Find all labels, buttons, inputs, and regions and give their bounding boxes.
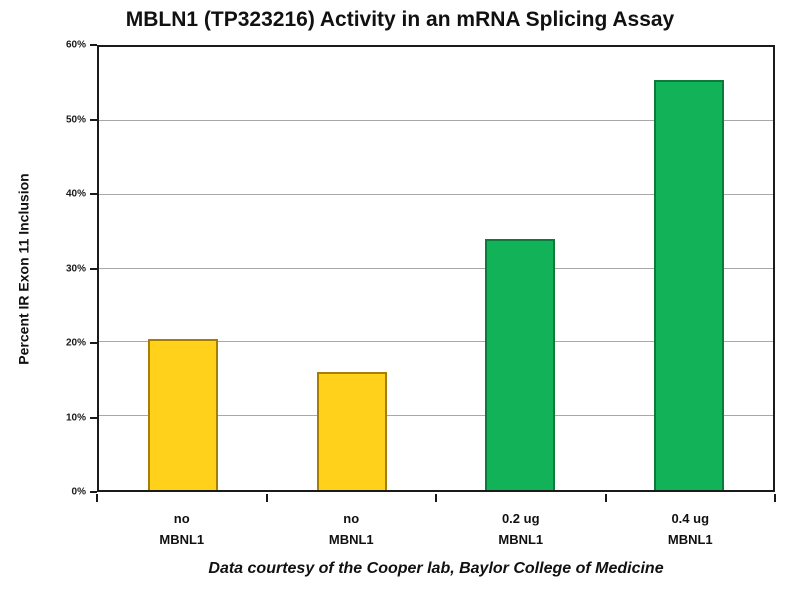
- gridline: [99, 341, 773, 343]
- y-tick-marks: [90, 44, 97, 493]
- y-tick-mark: [90, 416, 97, 419]
- bar: [148, 338, 219, 490]
- x-category-label: no MBNL1: [159, 511, 205, 547]
- y-axis-title-text: Percent IR Exon 11 Inclusion: [16, 172, 32, 365]
- chart-title: MBLN1 (TP323216) Activity in an mRNA Spl…: [125, 8, 675, 31]
- y-axis-title: Percent IR Exon 11 Inclusion: [14, 45, 34, 492]
- y-tick-label: 30%: [65, 263, 86, 274]
- x-tick-mark: [435, 494, 437, 502]
- x-tick-marks: [96, 494, 776, 502]
- x-tick-mark: [265, 494, 268, 502]
- plot-area: [97, 45, 775, 492]
- y-tick-mark: [90, 193, 97, 196]
- caption: Data courtesy of the Cooper lab, Baylor …: [208, 560, 664, 577]
- y-tick-label: 0%: [71, 486, 86, 498]
- bar: [653, 80, 724, 490]
- y-tick-mark: [90, 342, 97, 345]
- y-tick-mark: [90, 267, 97, 270]
- y-tick-mark: [90, 491, 97, 493]
- y-tick-label: 50%: [65, 114, 86, 125]
- x-category-labels: no MBNL1 no MBNL1 0.2 ug MBNL1 0.4 ug MBNL1: [97, 508, 775, 550]
- x-category-label: no MBNL1: [328, 511, 374, 547]
- x-tick-mark: [96, 494, 98, 502]
- gridline: [99, 193, 773, 195]
- bar: [485, 238, 556, 490]
- gridline: [99, 267, 773, 269]
- gridline: [99, 119, 773, 121]
- y-tick-label: 40%: [65, 188, 86, 200]
- x-category-label: 0.2 ug MBNL1: [498, 511, 544, 547]
- y-tick-label: 60%: [65, 39, 86, 51]
- x-tick-mark: [604, 494, 607, 502]
- y-tick-mark: [90, 44, 97, 46]
- bar: [316, 371, 387, 490]
- y-tick-labels: 0% 10% 20% 30% 40% 50% 60%: [48, 40, 86, 498]
- y-tick-label: 20%: [65, 337, 86, 349]
- x-category-label: 0.4 ug MBNL1: [667, 511, 713, 547]
- y-tick-label: 10%: [65, 412, 86, 424]
- gridline: [99, 415, 773, 417]
- x-tick-mark: [774, 494, 776, 502]
- y-tick-mark: [90, 118, 97, 121]
